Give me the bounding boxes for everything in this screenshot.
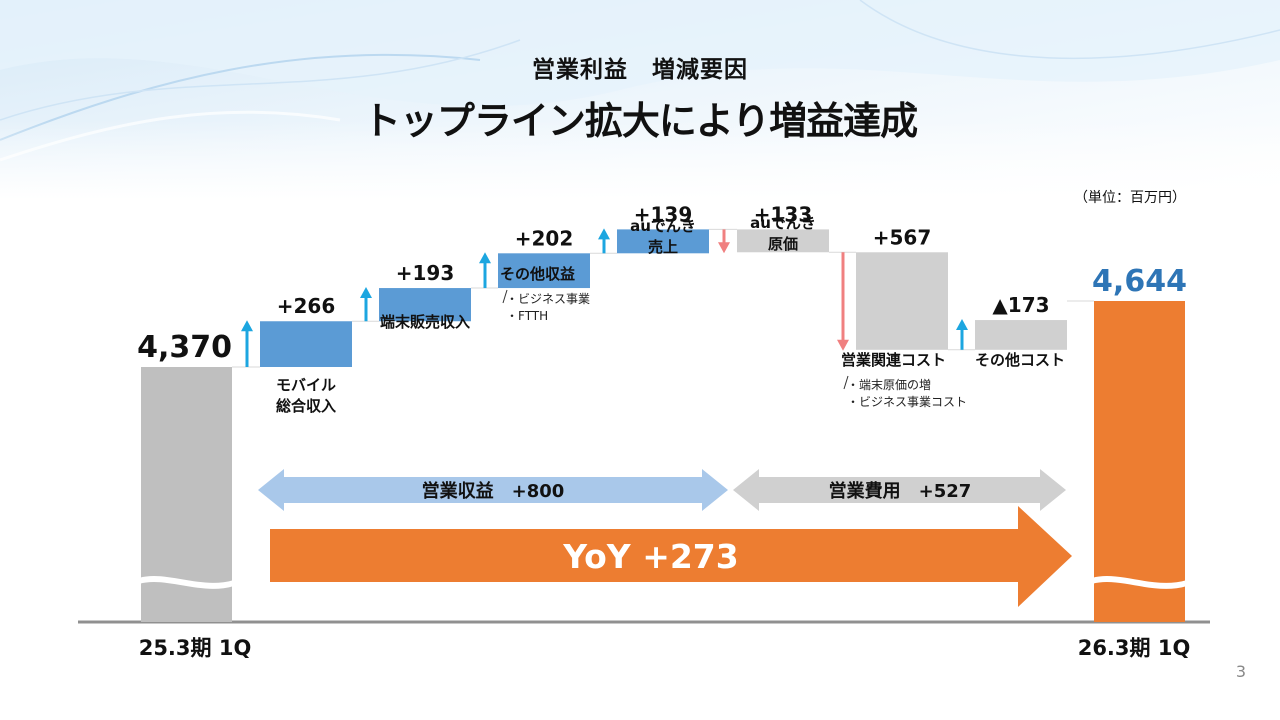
delta-label: +133	[754, 202, 813, 226]
start-bar-break	[139, 576, 234, 589]
start-value-label: 4,370	[137, 330, 232, 365]
slide-title: トップライン拡大により増益達成	[362, 99, 918, 143]
note-slash	[502, 289, 508, 304]
unit-label: （単位：百万円）	[1074, 190, 1186, 206]
increase-arrow-head	[956, 319, 968, 331]
delta-label: +139	[634, 202, 693, 226]
category-label: auでんき	[750, 214, 816, 232]
page-number: 3	[1235, 662, 1246, 681]
category-label: 総合収入	[276, 397, 336, 415]
note-text: ・ビジネス事業コスト	[847, 395, 967, 409]
category-label: 端末販売収入	[380, 313, 470, 331]
slide-subtitle: 営業利益 増減要因	[532, 57, 748, 83]
category-label: 営業関連コスト	[841, 351, 946, 369]
decrease-arrow-head	[837, 339, 849, 351]
revenue-bracket-arrow	[258, 469, 728, 511]
category-label: 原価	[768, 235, 798, 253]
waterfall-bar	[737, 229, 829, 253]
start-period-label: 25.3期 1Q	[139, 636, 252, 660]
category-label: auでんき	[630, 217, 696, 235]
waterfall-bar	[975, 320, 1067, 350]
increase-arrow-head	[360, 287, 372, 299]
delta-label: +202	[515, 226, 574, 250]
waterfall-bar	[498, 253, 590, 289]
note-text: ・FTTH	[506, 309, 548, 323]
increase-arrow-head	[241, 320, 253, 332]
increase-arrow-head	[479, 252, 491, 264]
waterfall-bar	[617, 229, 709, 254]
end-period-label: 26.3期 1Q	[1078, 636, 1191, 660]
end-bar	[1094, 301, 1185, 622]
end-value-label: 4,644	[1092, 264, 1187, 299]
category-label: その他収益	[500, 265, 575, 283]
decrease-arrow-head	[718, 242, 730, 254]
cost-bracket-label: 営業費用 +527	[829, 480, 972, 502]
delta-label: ▲173	[992, 293, 1049, 317]
yoy-arrow	[270, 506, 1072, 607]
end-bar-break	[1092, 576, 1187, 589]
delta-label: +266	[277, 294, 336, 318]
note-text: ・ビジネス事業	[506, 292, 590, 306]
increase-arrow-head	[598, 228, 610, 240]
waterfall-bar	[856, 252, 948, 350]
delta-label: +193	[396, 261, 455, 285]
category-label: その他コスト	[975, 351, 1065, 369]
delta-label: +567	[873, 225, 932, 249]
revenue-bracket-label: 営業収益 +800	[422, 480, 565, 502]
category-label: モバイル	[276, 376, 336, 394]
category-label: 売上	[648, 238, 678, 256]
waterfall-bar	[379, 288, 471, 322]
note-text: ・端末原価の増	[847, 378, 931, 392]
waterfall-bar	[260, 321, 352, 367]
note-slash	[843, 375, 849, 390]
cost-bracket-arrow	[733, 469, 1066, 511]
yoy-label: YoY +273	[562, 537, 738, 576]
